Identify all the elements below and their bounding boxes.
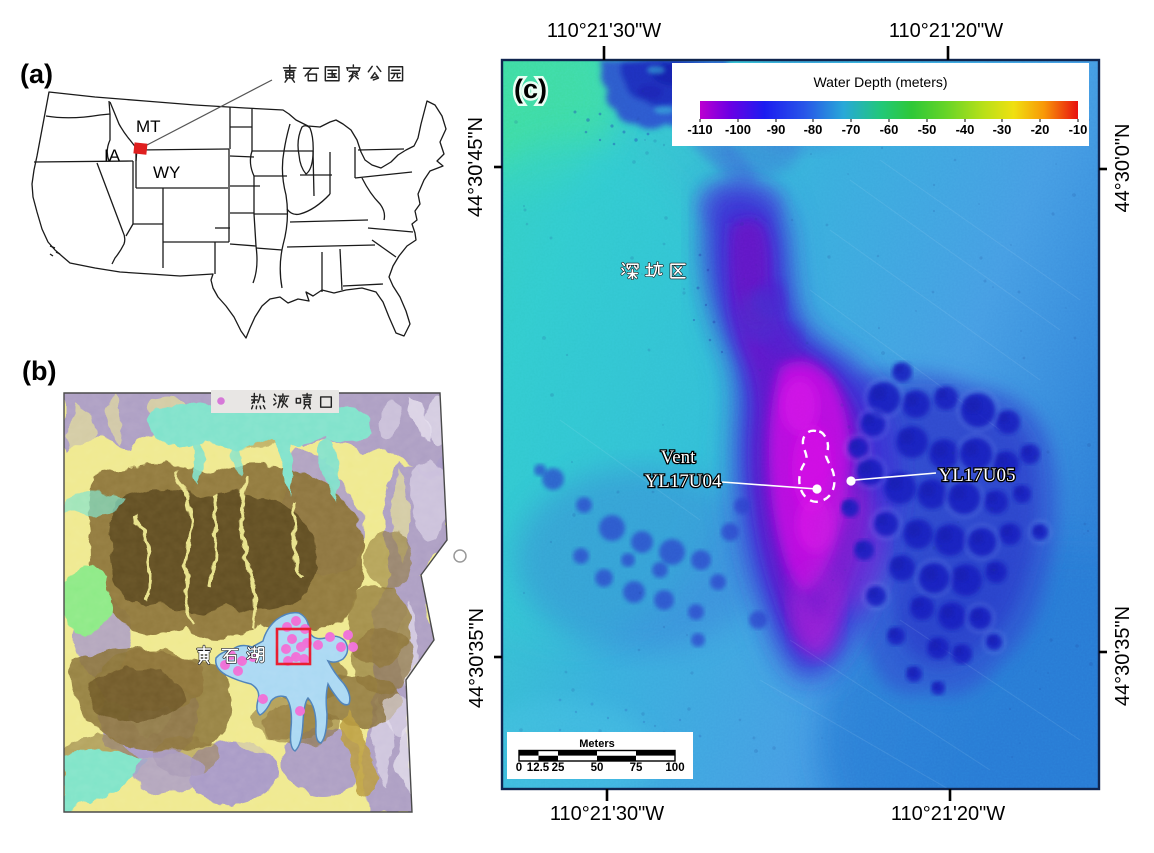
svg-text:110°21'20"W: 110°21'20"W [889, 20, 1003, 42]
svg-text:-110: -110 [687, 122, 712, 137]
svg-text:44°30'35"N: 44°30'35"N [466, 608, 488, 708]
svg-text:-60: -60 [880, 122, 899, 137]
svg-text:110°21'30"W: 110°21'30"W [547, 20, 661, 42]
svg-text:-50: -50 [918, 122, 937, 137]
svg-text:-30: -30 [993, 122, 1012, 137]
svg-text:0: 0 [516, 762, 522, 774]
svg-text:Vent: Vent [661, 447, 697, 468]
svg-text:75: 75 [630, 762, 643, 774]
svg-text:-70: -70 [842, 122, 861, 137]
svg-text:(a): (a) [20, 59, 53, 89]
svg-text:44°30'45"N: 44°30'45"N [465, 117, 487, 217]
svg-text:(b): (b) [22, 356, 56, 386]
svg-text:50: 50 [591, 762, 604, 774]
svg-text:25: 25 [552, 762, 565, 774]
svg-text:100: 100 [665, 762, 684, 774]
svg-text:WY: WY [153, 163, 180, 182]
svg-text:-100: -100 [725, 122, 751, 137]
svg-text:YL17U04: YL17U04 [644, 471, 722, 492]
svg-text:Meters: Meters [579, 738, 614, 750]
svg-text:44°30'0"N: 44°30'0"N [1112, 124, 1134, 213]
svg-text:IA: IA [104, 146, 121, 165]
svg-text:-80: -80 [804, 122, 823, 137]
svg-text:-40: -40 [956, 122, 975, 137]
svg-text:12.5: 12.5 [527, 762, 550, 774]
svg-text:-20: -20 [1031, 122, 1050, 137]
svg-text:YL17U05: YL17U05 [938, 465, 1015, 486]
svg-text:110°21'20"W: 110°21'20"W [891, 803, 1005, 825]
svg-text:(c): (c) [514, 74, 547, 104]
svg-text:44°30'35"N: 44°30'35"N [1112, 606, 1134, 706]
svg-text:110°21'30"W: 110°21'30"W [550, 803, 664, 825]
svg-text:Water Depth (meters): Water Depth (meters) [813, 74, 947, 90]
svg-text:-90: -90 [767, 122, 786, 137]
svg-text:-10: -10 [1069, 122, 1088, 137]
svg-text:MT: MT [136, 117, 161, 136]
